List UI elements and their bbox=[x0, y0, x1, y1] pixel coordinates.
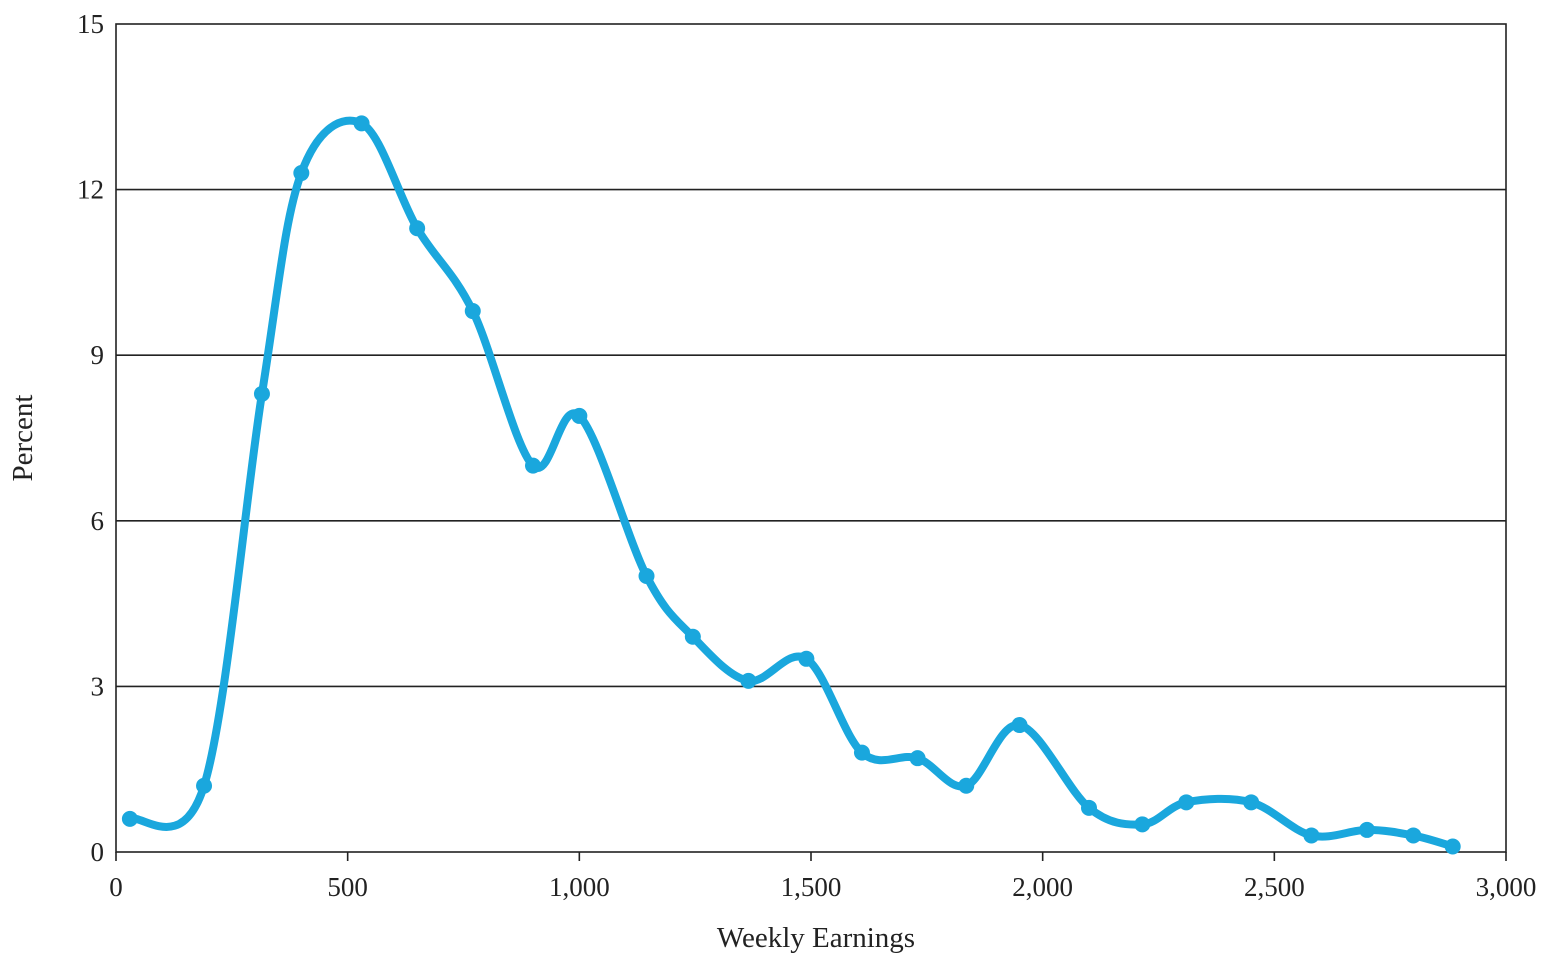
data-point bbox=[1178, 794, 1195, 811]
data-point bbox=[1405, 827, 1422, 844]
y-tick-label: 15 bbox=[77, 9, 104, 39]
data-point bbox=[1243, 794, 1260, 811]
series-line bbox=[125, 116, 1457, 851]
x-tick-label: 0 bbox=[109, 872, 123, 902]
x-axis-title: Weekly Earnings bbox=[717, 922, 915, 954]
series-layer bbox=[121, 115, 1461, 855]
data-point bbox=[196, 777, 213, 794]
x-tick-label: 1,500 bbox=[781, 872, 842, 902]
data-point bbox=[293, 165, 310, 182]
y-tick-label: 9 bbox=[91, 340, 105, 370]
data-point bbox=[1359, 821, 1375, 838]
data-point bbox=[409, 220, 426, 237]
data-point bbox=[958, 777, 975, 794]
data-point bbox=[571, 407, 588, 424]
data-point bbox=[353, 115, 370, 132]
data-point bbox=[464, 303, 481, 320]
data-point bbox=[638, 568, 655, 584]
data-point bbox=[253, 385, 270, 402]
ticks: 0 3 6 9 12 15 0 500 1,000 1,500 2,000 2,500 3,000 bbox=[77, 9, 1536, 902]
data-point bbox=[909, 750, 926, 767]
x-tick-label: 500 bbox=[327, 872, 368, 902]
y-tick-label: 0 bbox=[91, 837, 105, 867]
data-point bbox=[1303, 827, 1320, 844]
data-point bbox=[1444, 838, 1461, 855]
data-point bbox=[1081, 799, 1097, 816]
data-point bbox=[740, 672, 757, 689]
data-point bbox=[853, 744, 870, 761]
data-point bbox=[1011, 717, 1028, 734]
data-point bbox=[121, 810, 138, 827]
y-tick-label: 6 bbox=[91, 506, 105, 536]
data-point bbox=[798, 650, 815, 667]
data-point bbox=[684, 628, 701, 645]
x-tick-label: 1,000 bbox=[549, 872, 610, 902]
x-tick-label: 2,000 bbox=[1012, 872, 1073, 902]
y-tick-label: 12 bbox=[77, 175, 104, 205]
data-point bbox=[525, 457, 541, 474]
y-tick-label: 3 bbox=[91, 671, 105, 701]
plot-frame bbox=[115, 23, 1507, 853]
x-tick-label: 3,000 bbox=[1476, 872, 1537, 902]
x-tick-label: 2,500 bbox=[1244, 872, 1305, 902]
data-point bbox=[1134, 816, 1151, 833]
gridlines bbox=[116, 188, 1506, 688]
y-axis-title: Percent bbox=[7, 395, 39, 482]
